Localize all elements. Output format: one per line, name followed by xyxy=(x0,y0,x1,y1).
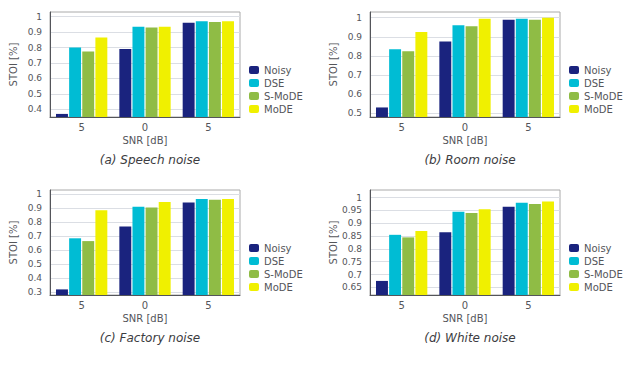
svg-text:0.4: 0.4 xyxy=(28,273,43,283)
svg-text:0.9: 0.9 xyxy=(28,203,43,213)
svg-text:0.9: 0.9 xyxy=(348,32,363,42)
svg-text:0.85: 0.85 xyxy=(342,231,362,241)
svg-text:S-MoDE: S-MoDE xyxy=(264,91,303,102)
svg-text:Noisy: Noisy xyxy=(584,243,612,254)
svg-text:5: 5 xyxy=(525,300,531,311)
svg-text:S-MoDE: S-MoDE xyxy=(264,269,303,280)
svg-text:5: 5 xyxy=(398,122,404,133)
svg-text:Noisy: Noisy xyxy=(264,65,292,76)
svg-text:0.7: 0.7 xyxy=(348,70,362,80)
svg-text:MoDE: MoDE xyxy=(584,104,613,115)
svg-text:(c) Factory noise: (c) Factory noise xyxy=(100,331,200,345)
svg-text:(b) Room noise: (b) Room noise xyxy=(424,153,515,167)
svg-text:5: 5 xyxy=(78,300,84,311)
svg-text:0.4: 0.4 xyxy=(28,104,43,114)
svg-text:0: 0 xyxy=(142,300,148,311)
svg-text:DSE: DSE xyxy=(264,256,284,267)
svg-text:(d) White noise: (d) White noise xyxy=(424,331,515,345)
svg-text:SNR [dB]: SNR [dB] xyxy=(123,135,168,146)
svg-text:1: 1 xyxy=(356,13,362,23)
svg-text:0: 0 xyxy=(462,122,468,133)
svg-text:0.6: 0.6 xyxy=(28,245,43,255)
svg-text:0: 0 xyxy=(462,300,468,311)
svg-text:1: 1 xyxy=(356,193,362,203)
svg-text:5: 5 xyxy=(78,122,84,133)
svg-text:0.75: 0.75 xyxy=(342,257,362,267)
svg-text:0.65: 0.65 xyxy=(342,282,362,292)
svg-text:0.8: 0.8 xyxy=(348,244,363,254)
svg-text:Noisy: Noisy xyxy=(264,243,292,254)
svg-text:0.9: 0.9 xyxy=(28,27,43,37)
svg-text:Noisy: Noisy xyxy=(584,65,612,76)
svg-text:0.7: 0.7 xyxy=(28,58,42,68)
svg-text:0.6: 0.6 xyxy=(28,73,43,83)
svg-text:0.9: 0.9 xyxy=(348,218,363,228)
svg-text:0.6: 0.6 xyxy=(348,89,363,99)
svg-text:0.5: 0.5 xyxy=(28,259,42,269)
svg-text:5: 5 xyxy=(205,300,211,311)
svg-text:(a) Speech noise: (a) Speech noise xyxy=(100,153,200,167)
svg-text:0.7: 0.7 xyxy=(28,231,42,241)
svg-text:5: 5 xyxy=(205,122,211,133)
svg-text:0.3: 0.3 xyxy=(28,287,42,297)
svg-text:MoDE: MoDE xyxy=(264,104,293,115)
svg-text:S-MoDE: S-MoDE xyxy=(584,269,623,280)
svg-text:0.8: 0.8 xyxy=(28,43,43,53)
svg-text:0: 0 xyxy=(142,122,148,133)
svg-text:SNR [dB]: SNR [dB] xyxy=(443,135,488,146)
svg-text:1: 1 xyxy=(36,189,42,199)
svg-text:0.95: 0.95 xyxy=(342,205,362,215)
svg-text:5: 5 xyxy=(525,122,531,133)
svg-text:STOI [%]: STOI [%] xyxy=(8,221,19,265)
svg-text:DSE: DSE xyxy=(264,78,284,89)
svg-text:DSE: DSE xyxy=(584,256,604,267)
svg-text:0.5: 0.5 xyxy=(28,89,42,99)
svg-text:MoDE: MoDE xyxy=(584,282,613,293)
svg-text:0.8: 0.8 xyxy=(28,217,43,227)
svg-text:1: 1 xyxy=(36,12,42,22)
svg-text:S-MoDE: S-MoDE xyxy=(584,91,623,102)
svg-text:SNR [dB]: SNR [dB] xyxy=(443,313,488,324)
svg-text:STOI [%]: STOI [%] xyxy=(328,221,339,265)
svg-text:DSE: DSE xyxy=(584,78,604,89)
svg-text:0.5: 0.5 xyxy=(348,108,362,118)
svg-text:SNR [dB]: SNR [dB] xyxy=(123,313,168,324)
svg-text:0.8: 0.8 xyxy=(348,51,363,61)
svg-text:0.7: 0.7 xyxy=(348,270,362,280)
svg-text:STOI [%]: STOI [%] xyxy=(328,43,339,87)
svg-text:5: 5 xyxy=(398,300,404,311)
svg-text:MoDE: MoDE xyxy=(264,282,293,293)
svg-text:STOI [%]: STOI [%] xyxy=(8,43,19,87)
